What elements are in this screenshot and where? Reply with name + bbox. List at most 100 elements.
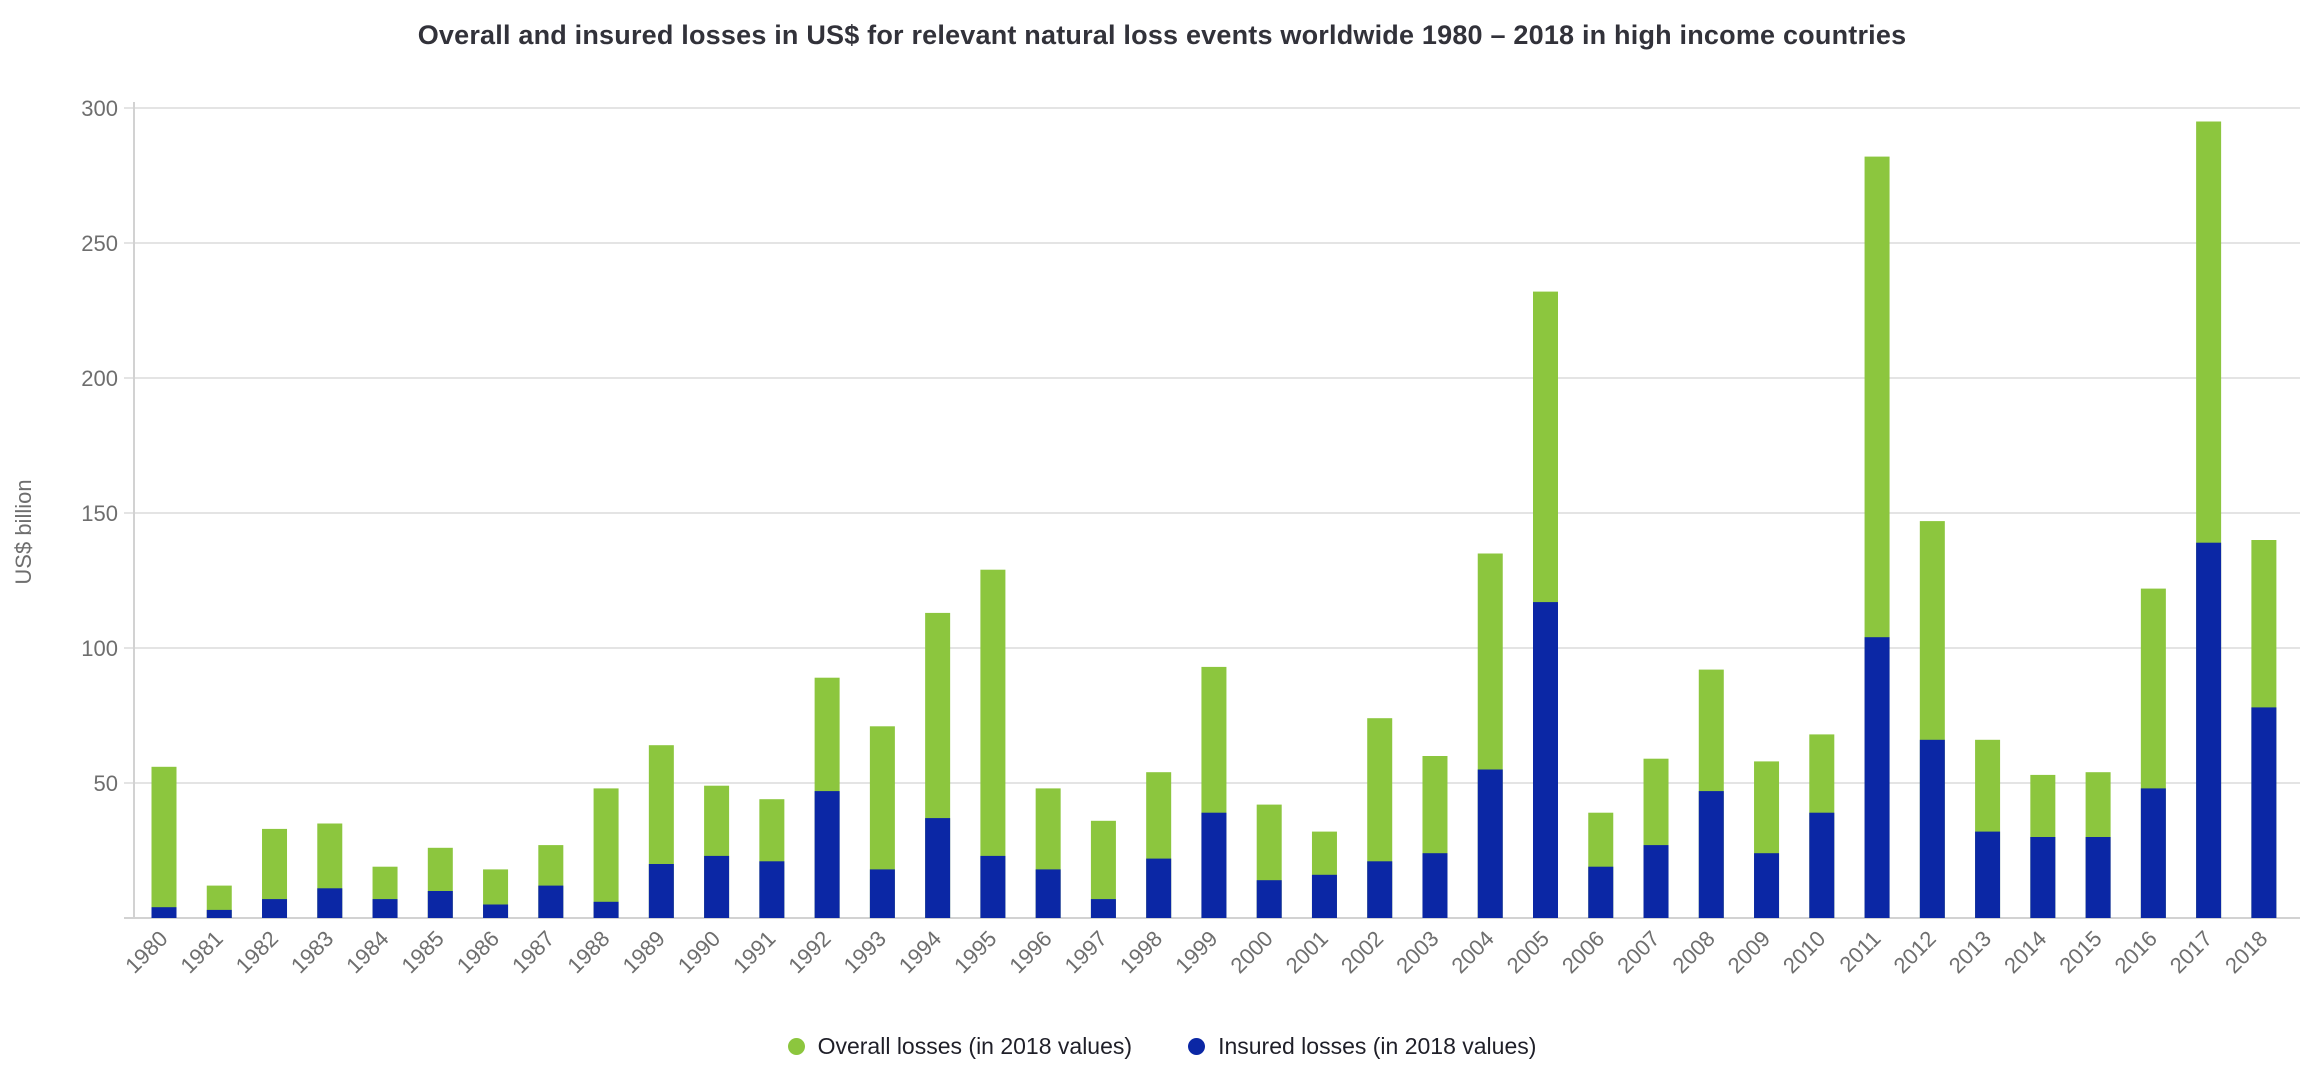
insured-segment-1994 [925,818,951,918]
x-tick-label-2016: 2016 [2110,926,2162,978]
insured-segment-2005 [1533,602,1558,918]
insured-segment-2013 [1975,831,2001,918]
bar-2014[interactable] [2030,774,2056,918]
insured-segment-1984 [372,899,398,918]
x-tick-label-1990: 1990 [673,926,725,978]
insured-segment-2018 [2251,707,2277,918]
overall-losses-swatch-icon [787,1037,805,1055]
bar-1999[interactable] [1201,666,1227,918]
x-tick-label-2004: 2004 [1446,926,1498,978]
bar-2017[interactable] [2196,121,2222,919]
x-tick-label-2017: 2017 [2165,926,2217,978]
insured-segment-2009 [1754,853,1780,918]
chart-legend: Overall losses (in 2018 values) Insured … [0,1022,2324,1070]
x-tick-label-1992: 1992 [783,926,835,978]
insured-segment-1982 [262,899,288,918]
bar-1985[interactable] [427,847,453,918]
bar-1988[interactable] [593,788,619,918]
x-tick-label-1984: 1984 [341,926,393,978]
x-tick-label-1981: 1981 [176,926,228,978]
bar-2018[interactable] [2251,540,2277,918]
x-tick-label-1989: 1989 [618,926,670,978]
bar-1994[interactable] [925,612,951,918]
insured-segment-1981 [206,909,232,918]
insured-losses-swatch-icon [1188,1037,1206,1055]
bar-1996[interactable] [1035,788,1061,918]
bar-1981[interactable] [206,885,232,918]
bar-2003[interactable] [1422,756,1448,918]
legend-item-insured-losses[interactable]: Insured losses (in 2018 values) [1188,1033,1536,1060]
x-tick-label-1996: 1996 [1004,926,1056,978]
insured-segment-2014 [2030,837,2056,918]
insured-segment-2010 [1809,812,1835,918]
bar-1986[interactable] [483,869,509,918]
insured-segment-2017 [2196,542,2222,918]
x-tick-label-2018: 2018 [2220,926,2272,978]
bar-2005[interactable] [1533,291,1558,919]
insured-segment-1990 [704,855,730,918]
insured-segment-1998 [1146,858,1172,918]
insured-segment-2002 [1367,861,1393,918]
bar-2002[interactable] [1367,718,1393,918]
bar-1992[interactable] [814,677,840,918]
y-tick-label-100: 100 [81,636,118,661]
x-tick-label-2015: 2015 [2054,926,2106,978]
bar-1980[interactable] [151,766,177,918]
bar-1995[interactable] [980,569,1006,918]
insured-segment-2011 [1864,637,1890,918]
bar-2012[interactable] [1919,521,1945,918]
bar-1991[interactable] [759,799,785,918]
bar-1984[interactable] [372,866,398,918]
bar-2016[interactable] [2140,588,2166,918]
x-tick-label-1998: 1998 [1115,926,1167,978]
x-tick-label-2010: 2010 [1778,926,1830,978]
bar-1990[interactable] [704,785,730,918]
bar-2010[interactable] [1809,734,1835,918]
bar-1987[interactable] [538,845,564,918]
y-tick-label-300: 300 [81,96,118,121]
insured-segment-1988 [593,901,619,918]
bar-1983[interactable] [317,823,343,919]
insured-segment-1985 [427,891,453,918]
x-tick-label-1987: 1987 [507,926,559,978]
bar-2006[interactable] [1588,812,1614,918]
bar-2015[interactable] [2085,772,2111,918]
bar-2004[interactable] [1477,553,1503,919]
bar-1989[interactable] [648,745,674,918]
x-tick-label-2001: 2001 [1281,926,1333,978]
insured-segment-1992 [814,791,840,918]
bar-2000[interactable] [1256,804,1282,918]
bar-2008[interactable] [1698,669,1724,918]
y-tick-label-150: 150 [81,501,118,526]
bar-2013[interactable] [1975,739,2001,918]
bar-1997[interactable] [1090,820,1116,918]
overall-segment-1980 [151,766,177,918]
insured-segment-2012 [1919,739,1945,918]
bar-1982[interactable] [262,828,288,918]
y-tick-label-50: 50 [94,771,118,796]
bar-1993[interactable] [869,726,895,918]
insured-segment-1989 [648,864,674,918]
x-tick-label-2011: 2011 [1834,926,1885,977]
x-tick-label-2013: 2013 [1944,926,1996,978]
bar-2011[interactable] [1864,156,1890,919]
bar-2001[interactable] [1311,831,1337,918]
insured-segment-2001 [1311,874,1337,918]
overall-segment-1988 [593,788,619,918]
chart-title: Overall and insured losses in US$ for re… [417,20,1907,50]
insured-segment-2016 [2140,788,2166,918]
legend-label-overall: Overall losses (in 2018 values) [817,1032,1133,1059]
insured-segment-1987 [538,885,564,918]
legend-item-overall-losses[interactable]: Overall losses (in 2018 values) [787,1032,1133,1060]
x-tick-label-1982: 1982 [231,926,283,978]
x-tick-label-2000: 2000 [1225,926,1277,978]
x-tick-label-1983: 1983 [286,926,338,978]
bar-2007[interactable] [1643,758,1669,918]
bar-1998[interactable] [1146,772,1172,918]
insured-segment-2008 [1698,791,1724,918]
insured-segment-1996 [1035,869,1061,918]
bar-2009[interactable] [1754,761,1780,918]
insured-segment-2003 [1422,853,1448,918]
x-tick-label-1986: 1986 [452,926,504,978]
